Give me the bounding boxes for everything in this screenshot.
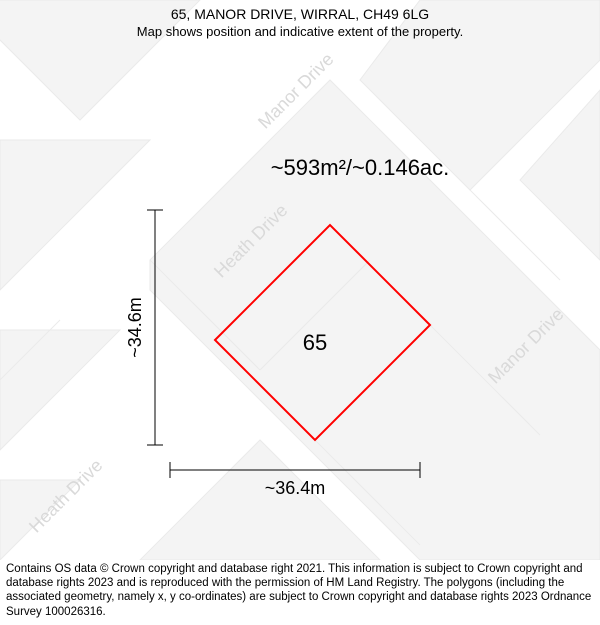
parcel <box>0 330 120 450</box>
address-title: 65, MANOR DRIVE, WIRRAL, CH49 6LG <box>0 6 600 22</box>
height-label: ~34.6m <box>125 297 145 358</box>
map-svg: 65~593m²/~0.146ac.Manor DriveManor Drive… <box>0 0 600 560</box>
parcel <box>0 140 150 290</box>
copyright-footer: Contains OS data © Crown copyright and d… <box>0 560 600 625</box>
house-number: 65 <box>303 330 327 355</box>
map-subtitle: Map shows position and indicative extent… <box>0 24 600 39</box>
area-label: ~593m²/~0.146ac. <box>271 155 450 180</box>
header: 65, MANOR DRIVE, WIRRAL, CH49 6LG Map sh… <box>0 0 600 39</box>
map-canvas: 65~593m²/~0.146ac.Manor DriveManor Drive… <box>0 0 600 560</box>
width-label: ~36.4m <box>265 478 326 498</box>
